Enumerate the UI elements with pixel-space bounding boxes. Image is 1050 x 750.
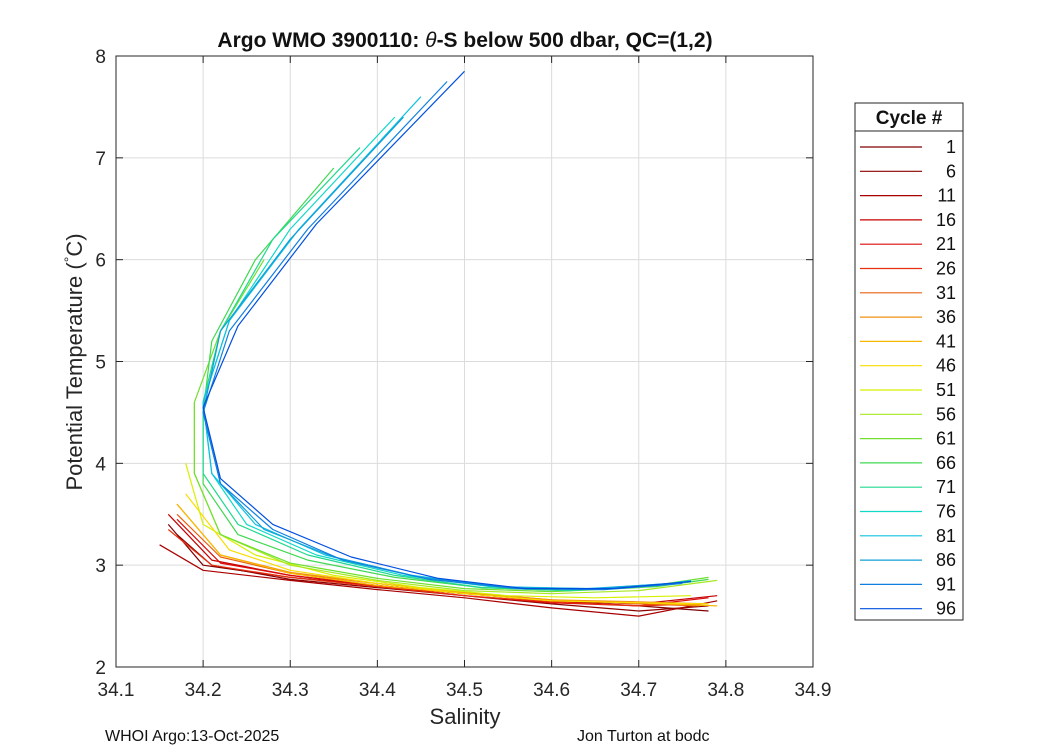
y-tick-label: 8 (95, 47, 106, 68)
series-line-cycle-11 (159, 544, 718, 617)
y-tick-label: 2 (95, 658, 106, 679)
legend-label: 56 (936, 404, 956, 424)
x-tick-label: 34.3 (272, 680, 309, 701)
legend-label: 11 (937, 186, 956, 206)
series-line-cycle-96 (202, 70, 692, 590)
legend-label: 81 (936, 526, 956, 546)
x-tick-label: 34.6 (533, 680, 570, 701)
x-tick-label: 34.7 (620, 680, 657, 701)
legend-label: 31 (936, 283, 956, 303)
series-line-cycle-86 (202, 116, 683, 590)
legend-label: 46 (936, 356, 956, 376)
y-tick-label: 5 (95, 353, 106, 374)
footer-right: Jon Turton at bodc (577, 728, 710, 745)
legend-label: 6 (946, 161, 956, 181)
y-tick-label: 7 (95, 149, 106, 170)
x-tick-label: 34.8 (707, 680, 744, 701)
legend-label: 86 (936, 550, 956, 570)
data-series (159, 70, 718, 617)
legend-label: 36 (936, 307, 956, 327)
footer-left: WHOI Argo:13-Oct-2025 (105, 728, 279, 745)
x-tick-label: 34.1 (98, 680, 135, 701)
legend-label: 66 (936, 453, 956, 473)
y-tick-label: 3 (95, 556, 106, 577)
x-axis-ticks: 34.1 34.2 34.3 34.4 34.5 34.6 34.7 34.8 34.9 (98, 56, 832, 701)
legend-label: 21 (936, 234, 956, 254)
y-tick-label: 6 (95, 251, 106, 272)
x-tick-label: 34.2 (185, 680, 222, 701)
series-line-cycle-46 (185, 493, 709, 605)
y-axis-label: Potential Temperature (°C) (61, 233, 87, 490)
legend: Cycle # 16111621263136414651566166717681… (854, 102, 964, 621)
x-tick-label: 34.9 (795, 680, 832, 701)
legend-title: Cycle # (876, 108, 943, 129)
legend-box (854, 102, 964, 621)
legend-label: 91 (936, 574, 956, 594)
legend-label: 96 (936, 599, 956, 619)
legend-label: 51 (936, 380, 956, 400)
legend-label: 76 (936, 502, 956, 522)
legend-label: 71 (936, 477, 956, 497)
x-tick-label: 34.4 (359, 680, 396, 701)
series-line-cycle-26 (167, 529, 700, 607)
x-tick-label: 34.5 (446, 680, 483, 701)
y-tick-label: 4 (95, 454, 106, 475)
series-line-cycle-51 (185, 463, 692, 599)
legend-label: 61 (936, 429, 956, 449)
legend-label: 16 (936, 210, 956, 230)
legend-label: 26 (936, 259, 956, 279)
chart-title: Argo WMO 3900110: θ-S below 500 dbar, QC… (217, 29, 712, 52)
y-axis-ticks: 2 3 4 5 6 7 8 (95, 47, 813, 679)
legend-label: 1 (946, 137, 956, 157)
legend-label: 41 (936, 331, 956, 351)
x-axis-label: Salinity (430, 704, 501, 729)
